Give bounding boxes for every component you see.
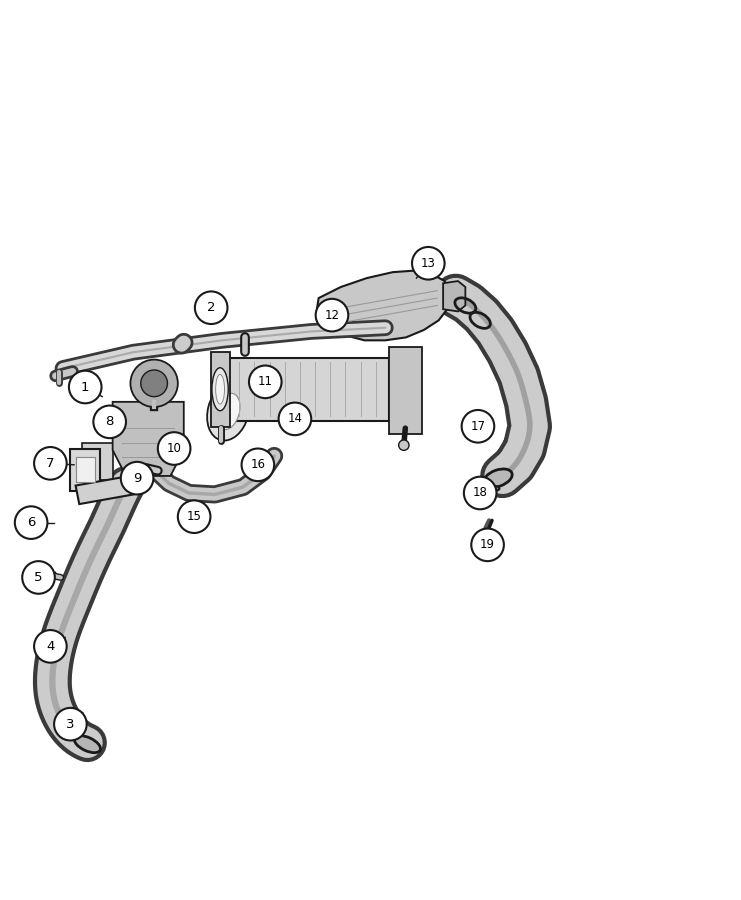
Circle shape [242, 448, 274, 482]
Circle shape [178, 500, 210, 533]
Ellipse shape [216, 374, 225, 404]
Text: 8: 8 [105, 415, 114, 428]
Text: 1: 1 [81, 381, 90, 393]
Circle shape [316, 299, 348, 331]
Ellipse shape [484, 469, 512, 487]
Circle shape [471, 528, 504, 562]
Circle shape [479, 530, 494, 544]
Text: 12: 12 [325, 309, 339, 321]
Text: 3: 3 [66, 717, 75, 731]
Polygon shape [76, 457, 95, 482]
Text: 14: 14 [288, 412, 302, 426]
Text: 4: 4 [46, 640, 55, 652]
Polygon shape [443, 281, 465, 311]
Circle shape [54, 708, 87, 741]
Text: 9: 9 [133, 472, 142, 485]
Text: 2: 2 [207, 302, 216, 314]
FancyBboxPatch shape [226, 357, 389, 420]
Text: 15: 15 [187, 510, 202, 523]
Text: 7: 7 [46, 457, 55, 470]
Polygon shape [317, 271, 451, 340]
Polygon shape [82, 443, 113, 480]
Polygon shape [211, 352, 230, 427]
Text: 16: 16 [250, 458, 265, 472]
Ellipse shape [471, 485, 499, 492]
Circle shape [130, 360, 178, 407]
Text: 17: 17 [471, 419, 485, 433]
Text: 11: 11 [258, 375, 273, 388]
Circle shape [22, 562, 55, 594]
Circle shape [15, 507, 47, 539]
Polygon shape [113, 401, 184, 476]
Circle shape [69, 371, 102, 403]
Circle shape [141, 370, 167, 397]
Circle shape [34, 630, 67, 662]
Circle shape [158, 432, 190, 464]
Text: 6: 6 [27, 516, 36, 529]
Ellipse shape [207, 382, 250, 441]
Polygon shape [70, 448, 100, 490]
Text: 10: 10 [167, 442, 182, 455]
Polygon shape [389, 346, 422, 434]
Text: 19: 19 [480, 538, 495, 552]
Circle shape [399, 440, 409, 450]
Circle shape [279, 402, 311, 436]
Ellipse shape [74, 735, 101, 752]
Circle shape [93, 406, 126, 438]
Circle shape [195, 292, 227, 324]
Circle shape [34, 447, 67, 480]
Text: 18: 18 [473, 487, 488, 500]
Ellipse shape [212, 368, 228, 410]
Text: 13: 13 [421, 256, 436, 270]
Ellipse shape [216, 393, 240, 429]
Circle shape [412, 247, 445, 280]
Polygon shape [76, 476, 133, 504]
Circle shape [464, 477, 496, 509]
Text: 5: 5 [34, 571, 43, 584]
Circle shape [249, 365, 282, 398]
Circle shape [121, 462, 153, 494]
Circle shape [462, 410, 494, 443]
